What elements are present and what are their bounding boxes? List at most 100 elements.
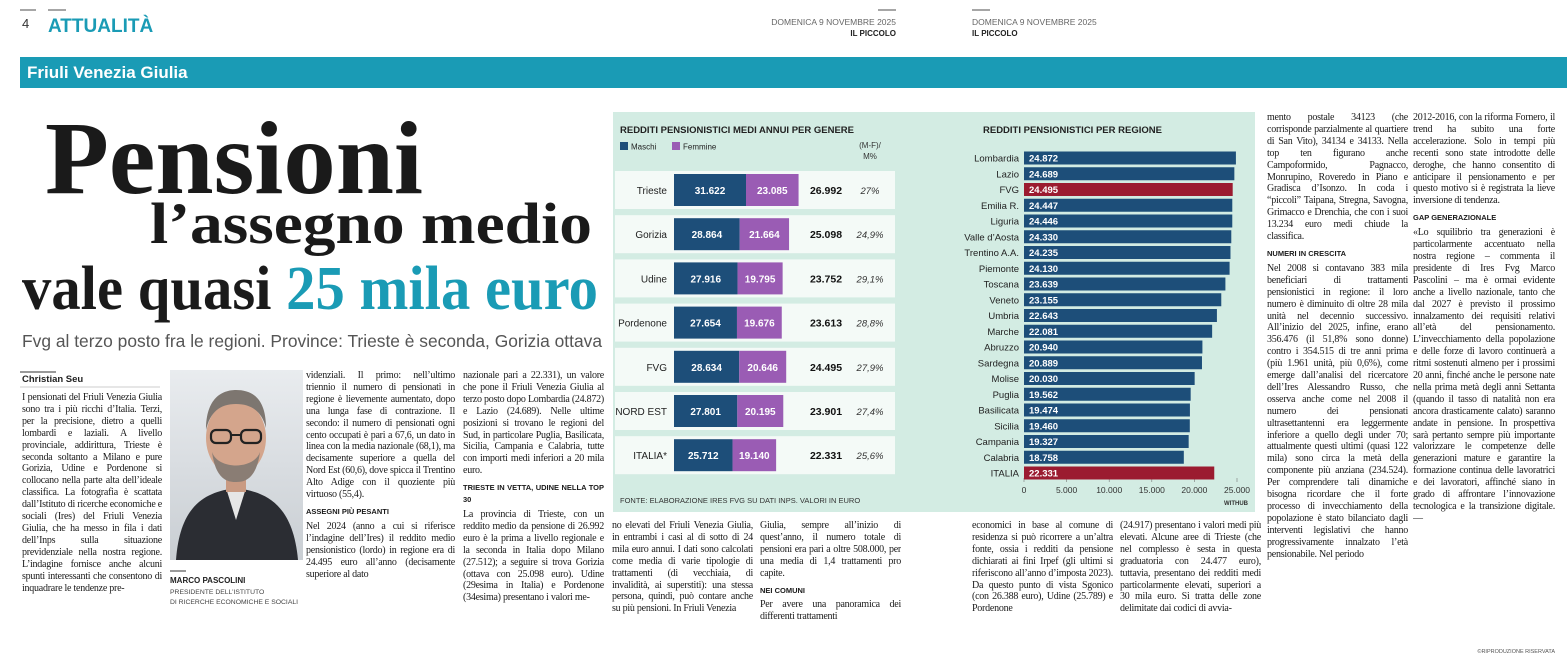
text-column: I pensionati del Friuli Venezia Giulia s…	[22, 392, 162, 644]
legend-swatch	[620, 142, 628, 150]
paragraph: economici in base al comune di residenza…	[972, 520, 1113, 615]
bar-segment	[674, 306, 737, 339]
bar-segment	[674, 218, 740, 251]
bar	[1024, 183, 1233, 196]
subhead: GAP GENERAZIONALE	[1413, 213, 1497, 223]
bar	[1024, 340, 1203, 354]
paragraph: videnziali. Il primo: nell’ultimo trienn…	[306, 370, 455, 501]
bar-value-label: 21.664	[749, 230, 780, 241]
section-band	[20, 57, 1567, 88]
diff-label: 27,9%	[856, 363, 884, 374]
bar-value-label: 19.474	[1029, 406, 1059, 417]
copyright: ©RIPRODUZIONE RISERVATA	[1477, 648, 1555, 655]
subhead: NUMERI IN CRESCITA	[1267, 248, 1347, 258]
bar-value-label: 28.634	[691, 363, 722, 374]
category-label: NORD EST	[615, 407, 667, 418]
paper-name: IL PICCOLO	[850, 29, 896, 38]
category-label: Udine	[641, 274, 668, 285]
bar	[1024, 198, 1233, 212]
text-column: economici in base al comune di residenza…	[972, 520, 1113, 644]
text-column: Giulia, sempre all’inizio di quest’anno,…	[760, 520, 901, 644]
bar-value-label: 27.654	[690, 319, 721, 330]
bar	[1024, 372, 1195, 385]
category-label: ITALIA*	[633, 451, 667, 462]
category-label: Pordenone	[618, 319, 667, 330]
diff-label: 28,8%	[856, 319, 884, 330]
category-label: Piemonte	[979, 264, 1019, 275]
paragraph: I pensionati del Friuli Venezia Giulia s…	[22, 392, 162, 594]
paragraph: «Lo squilibrio tra generazioni è partico…	[1413, 227, 1555, 524]
bar	[1024, 214, 1233, 228]
author: Christian Seu	[22, 374, 83, 385]
category-label: ITALIA	[991, 469, 1020, 480]
category-label: Basilicata	[978, 406, 1019, 417]
bar-value-label: 19.140	[739, 451, 770, 462]
bar-value-label: 23.639	[1029, 280, 1058, 291]
category-label: Abruzzo	[984, 343, 1019, 354]
bar-value-label: 28.864	[692, 230, 723, 241]
category-label: Campania	[976, 437, 1020, 448]
bar-value-label: 22.081	[1029, 327, 1059, 338]
date: DOMENICA 9 NOVEMBRE 2025	[771, 17, 896, 27]
category-label: Trentino A.A.	[964, 248, 1019, 259]
bar	[1024, 435, 1189, 448]
band-title: Friuli Venezia Giulia	[27, 63, 188, 82]
section-label: ATTUALITÀ	[48, 15, 153, 37]
category-label: Toscana	[984, 280, 1020, 291]
bar-segment	[674, 395, 738, 427]
total-label: 23.613	[810, 318, 842, 330]
bar	[1024, 167, 1235, 181]
bar-value-label: 23.155	[1029, 295, 1059, 306]
bar-value-label: 19.327	[1029, 437, 1058, 448]
caption-role: DI RICERCHE ECONOMICHE E SOCIALI	[170, 599, 298, 606]
bar-value-label: 24.235	[1029, 248, 1059, 259]
text-column: 2012-2016, con la riforma Fornero, il tr…	[1413, 112, 1555, 640]
chart-credit: WITHUB	[1224, 501, 1249, 507]
category-label: Molise	[992, 374, 1019, 385]
total-label: 25.098	[810, 229, 842, 241]
bar-value-label: 24.130	[1029, 264, 1058, 275]
category-label: FVG	[999, 185, 1019, 196]
bar-value-label: 27.916	[690, 274, 721, 285]
paragraph: Giulia, sempre all’inizio di quest’anno,…	[760, 520, 901, 579]
text-column: nazionale pari a 22.331), un valore che …	[463, 370, 604, 644]
bar-segment	[674, 262, 738, 295]
date: DOMENICA 9 NOVEMBRE 2025	[972, 17, 1097, 27]
category-label: Calabria	[984, 453, 1020, 464]
x-tick-label: 15.000	[1139, 485, 1165, 495]
bar-value-label: 19.460	[1029, 421, 1058, 432]
diff-label: 25,6%	[856, 451, 884, 462]
column-header: M%	[863, 152, 877, 161]
diff-label: 24,9%	[856, 230, 884, 241]
page-number: 4	[22, 16, 29, 31]
bar-value-label: 19.676	[744, 319, 775, 330]
caption-role: PRESIDENTE DELL’ISTITUTO	[170, 589, 264, 596]
category-label: Lombardia	[974, 154, 1020, 165]
bar-value-label: 27.801	[690, 407, 721, 418]
chart-title: REDDITI PENSIONISTICI PER REGIONE	[983, 125, 1162, 136]
bar-value-label: 24.330	[1029, 232, 1058, 243]
legend-label: Femmine	[683, 143, 717, 152]
bar-value-label: 18.758	[1029, 453, 1058, 464]
bar-value-label: 19.795	[745, 274, 776, 285]
x-tick-label: 25.000	[1224, 485, 1250, 495]
subtitle: Fvg al terzo posto fra le regioni. Provi…	[22, 331, 602, 351]
x-tick-label: 5.000	[1056, 485, 1078, 495]
paragraph: no elevati del Friuli Venezia Giulia, in…	[612, 520, 753, 615]
column-header: (M-F)/	[859, 141, 882, 150]
bar	[1024, 151, 1236, 165]
chart-source: FONTE: ELABORAZIONE IRES FVG SU DATI INP…	[620, 496, 860, 505]
bar-segment	[737, 395, 784, 427]
headline-highlight: 25 mila euro	[286, 255, 598, 323]
text-column: mento postale 34123 (che corrisponde par…	[1267, 112, 1408, 644]
category-label: FVG	[646, 363, 667, 374]
paragraph: 2012-2016, con la riforma Fornero, il tr…	[1413, 112, 1555, 207]
bar-segment	[739, 218, 790, 251]
bar-value-label: 24.447	[1029, 201, 1058, 212]
paragraph: Nel 2024 (anno a cui si riferisce l’inda…	[306, 520, 455, 580]
bar-value-label: 24.872	[1029, 154, 1058, 165]
category-label: Umbria	[988, 311, 1019, 322]
paragraph: (24.917) presentano i valori medi più el…	[1120, 520, 1261, 615]
